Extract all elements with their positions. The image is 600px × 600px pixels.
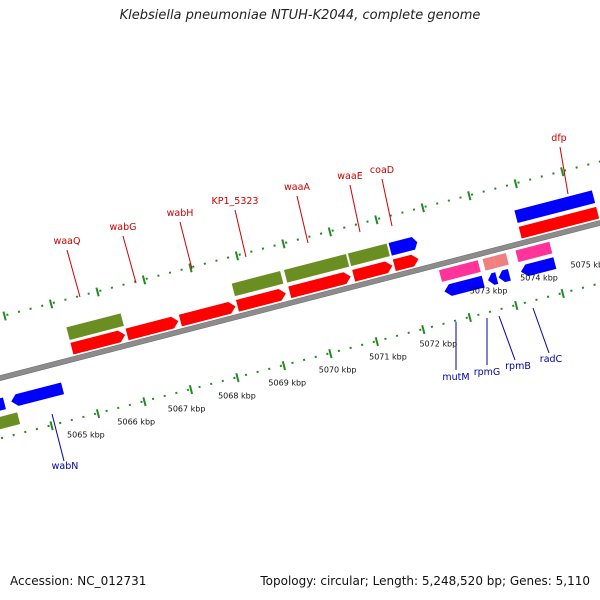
minus-cds-arrows (0, 257, 557, 434)
lower-major-tick (514, 300, 519, 311)
upper-major-tick (188, 263, 193, 273)
lower-major-tick (421, 324, 426, 335)
rna-bar-rpmB[interactable] (493, 252, 509, 268)
leader-KP1_5323 (234, 209, 247, 258)
cds-arrow-radC[interactable] (519, 257, 557, 277)
upper-tick-rail (0, 146, 600, 334)
lower-major-tick (328, 348, 333, 359)
gene-labels: waaQ wabG wabH KP1_5323 waaA waaE coaD dfp wabN m… (51, 133, 569, 472)
gene-label-KP1_5323[interactable]: KP1_5323 (212, 196, 259, 207)
kbp-label: 5072 kbp (419, 340, 457, 349)
page-title: Klebsiella pneumoniae NTUH-K2044, comple… (119, 8, 481, 23)
gene-label-wabG[interactable]: wabG (110, 222, 137, 233)
major-ticks (2, 167, 565, 431)
kbp-label: 5071 kbp (369, 353, 407, 362)
kbp-label: 5068 kbp (218, 392, 256, 401)
gene-label-rpmB[interactable]: rpmB (505, 361, 531, 372)
rna-bar-wabN[interactable] (0, 412, 21, 434)
leader-waaA (296, 195, 309, 244)
kbp-label: 5066 kbp (117, 418, 155, 427)
cds-arrow-left-edge[interactable] (0, 397, 6, 416)
cds-arrow-wabH[interactable] (178, 301, 237, 327)
gene-bar-dfp[interactable] (514, 190, 596, 224)
cds-arrow-wabN[interactable] (10, 382, 65, 407)
gene-label-mutM[interactable]: mutM (442, 372, 469, 383)
leader-waaQ (66, 249, 81, 298)
accession-text: Accession: NC_012731 (10, 574, 147, 588)
kbp-label: 5070 kbp (319, 366, 357, 375)
kbp-label: 5073 kbp (470, 287, 508, 296)
plus-cds-arrows (70, 206, 600, 355)
leader-wabN (51, 413, 65, 462)
lower-major-tick (281, 361, 287, 371)
upper-major-tick (560, 167, 565, 177)
lower-major-tick (142, 397, 147, 407)
gene-bar-waaA[interactable] (283, 254, 350, 283)
gene-label-rpmG[interactable]: rpmG (474, 367, 501, 378)
cds-arrow-coaD[interactable] (392, 253, 420, 272)
upper-major-tick (374, 215, 379, 225)
leader-wabH (179, 221, 193, 270)
rna-bar-mutM[interactable] (438, 260, 481, 282)
upper-major-tick (2, 311, 7, 321)
gene-label-waaE[interactable]: waaE (337, 171, 362, 182)
kbp-label: 5074 kbp (520, 274, 558, 283)
gene-bar-coaD[interactable] (388, 236, 419, 256)
kbp-label: 5075 kbp (570, 261, 600, 270)
gene-label-wabH[interactable]: wabH (167, 208, 194, 219)
gene-label-waaQ[interactable]: waaQ (54, 236, 81, 247)
upper-major-tick (513, 179, 518, 189)
gene-bar-waaQ[interactable] (66, 313, 124, 340)
genome-summary-text: Topology: circular; Length: 5,248,520 bp… (260, 574, 590, 588)
rna-bar-rpmG[interactable] (482, 256, 497, 271)
upper-major-tick (467, 191, 472, 201)
cds-arrow-waaQ[interactable] (70, 329, 126, 355)
cds-arrow-dfp[interactable] (518, 206, 600, 239)
leader-rpmB (498, 315, 516, 361)
lower-major-tick (95, 409, 101, 419)
kbp-label: 5067 kbp (168, 405, 206, 414)
gene-label-coaD[interactable]: coaD (370, 165, 394, 176)
upper-major-tick (234, 251, 240, 261)
upper-major-tick (420, 203, 425, 213)
cds-arrow-waaE[interactable] (352, 260, 394, 282)
kbp-label: 5069 kbp (268, 379, 306, 388)
gene-label-dfp[interactable]: dfp (551, 133, 566, 144)
upper-major-tick (327, 227, 332, 237)
cds-arrow-wabG[interactable] (125, 315, 180, 341)
cds-arrow-mutM[interactable] (443, 275, 485, 298)
upper-major-tick (141, 275, 147, 285)
cds-arrow-rpmB[interactable] (497, 268, 511, 283)
upper-major-tick (48, 299, 54, 309)
lower-major-tick (188, 385, 194, 395)
kbp-labels: 5065 kbp 5066 kbp 5067 kbp 5068 kbp 5069 kbp… (67, 261, 600, 440)
cds-arrow-rpmG[interactable] (487, 272, 499, 286)
gene-bar-KP1_5323[interactable] (231, 271, 284, 297)
rna-bar-radC[interactable] (515, 241, 553, 263)
lower-major-tick (235, 373, 240, 383)
gene-label-waaA[interactable]: waaA (284, 182, 310, 193)
cds-arrow-waaA[interactable] (288, 271, 352, 299)
leader-dfp (559, 146, 569, 195)
minus-rna-bars (438, 241, 553, 282)
gene-bar-waaE[interactable] (347, 243, 390, 267)
lower-major-tick (560, 288, 565, 299)
lower-major-tick (467, 312, 472, 323)
gene-label-radC[interactable]: radC (540, 354, 563, 365)
genome-backbone (0, 202, 600, 394)
leader-wabG (122, 235, 137, 284)
upper-major-tick (281, 239, 286, 249)
plus-gene-bars (66, 190, 596, 340)
leader-waaE (349, 184, 361, 233)
lower-major-tick (49, 421, 54, 431)
gene-label-wabN[interactable]: wabN (52, 461, 79, 472)
cds-arrow-KP1_5323[interactable] (235, 288, 287, 312)
leader-coaD (381, 178, 393, 227)
upper-major-tick (95, 287, 100, 297)
kbp-label: 5065 kbp (67, 431, 105, 440)
leader-radC (532, 307, 550, 354)
lower-major-tick (374, 336, 379, 347)
